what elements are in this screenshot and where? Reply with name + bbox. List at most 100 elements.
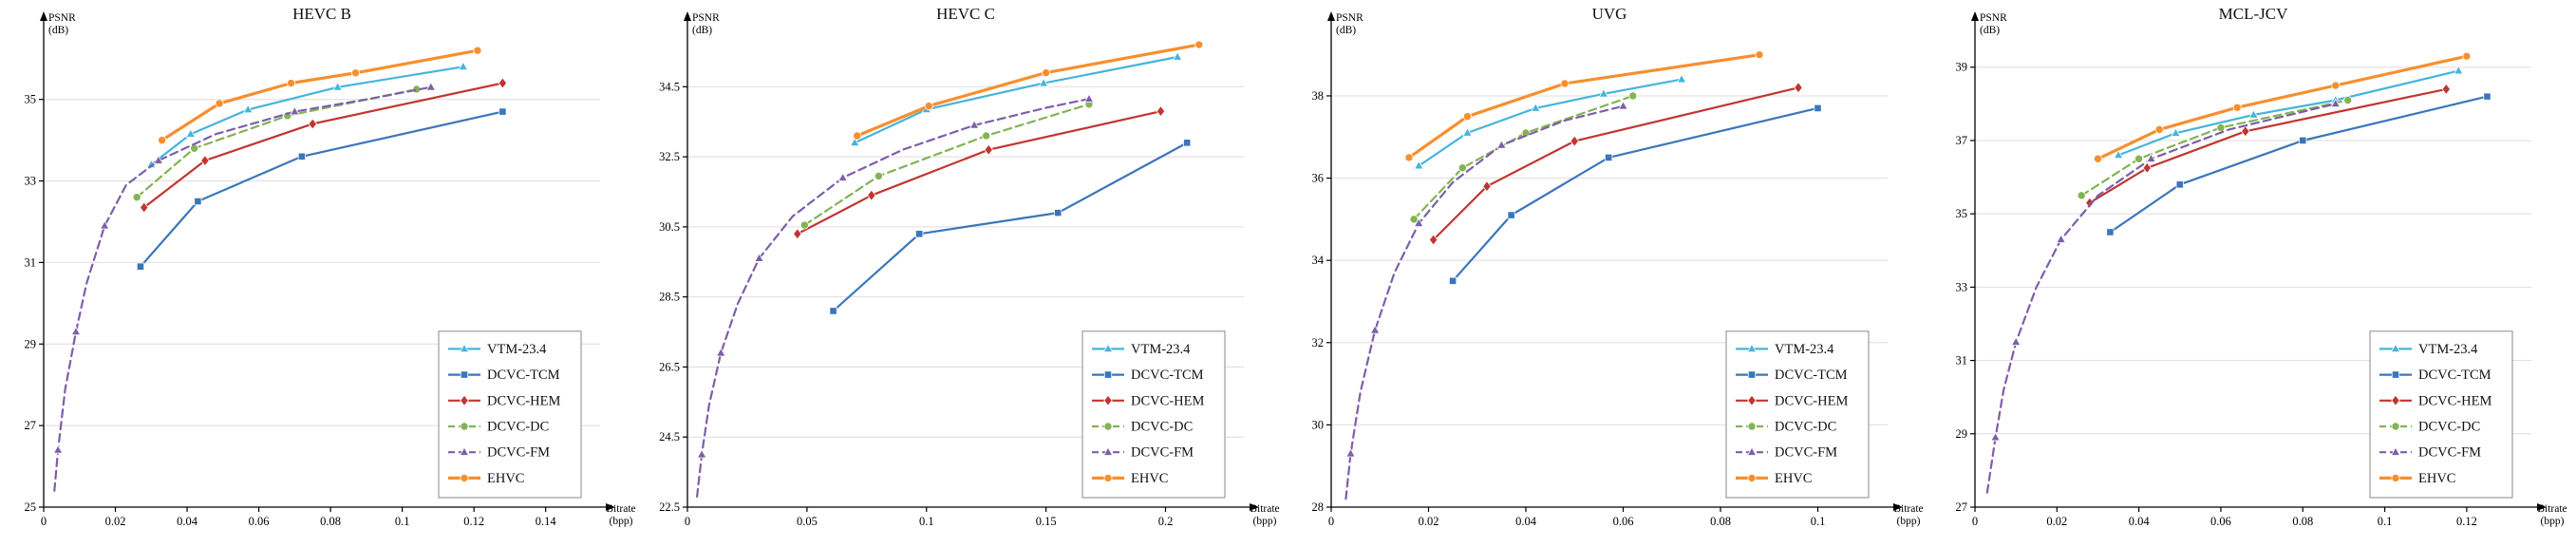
series-DCVC-FM: [1985, 98, 2341, 494]
svg-text:28.5: 28.5: [659, 291, 680, 304]
svg-text:29: 29: [25, 337, 37, 350]
svg-text:26.5: 26.5: [659, 360, 680, 373]
svg-text:EHVC: EHVC: [2418, 471, 2455, 486]
series-DCVC-TCM: [136, 107, 507, 271]
series-EHVC: [2093, 51, 2472, 163]
series-EHVC: [853, 40, 1204, 141]
axis-labels: PSNR(dB) Bitrate(bpp): [1980, 12, 2567, 527]
svg-text:0.12: 0.12: [2456, 515, 2477, 528]
svg-text:0.12: 0.12: [463, 515, 484, 528]
svg-text:0.08: 0.08: [2292, 515, 2313, 528]
chart-panel-mcl-jcv: MCL-JCV 0 0.02 0.04 0.06 0.08 0.1 0.12 27 29 31 33…: [1931, 0, 2575, 547]
svg-text:VTM-23.4: VTM-23.4: [487, 342, 547, 357]
chart-canvas-hevc-c: 0 0.05 0.1 0.15 0.2 22.5 24.5 26.5 28.5 30.5 32.5 3…: [659, 11, 1280, 528]
svg-text:0.1: 0.1: [919, 515, 934, 528]
series-DCVC-TCM: [829, 139, 1192, 315]
legend: VTM-23.4 DCVC-TCM DCVC-HEM DCVC-DC DCVC-FM EH…: [1081, 330, 1226, 499]
svg-text:0.06: 0.06: [2210, 515, 2231, 528]
svg-text:DCVC-TCM: DCVC-TCM: [487, 368, 560, 383]
svg-text:0: 0: [685, 515, 690, 528]
svg-text:DCVC-TCM: DCVC-TCM: [2418, 368, 2491, 383]
svg-text:31: 31: [1956, 354, 1968, 368]
svg-text:DCVC-DC: DCVC-DC: [487, 420, 549, 435]
svg-text:30: 30: [1312, 418, 1325, 431]
svg-text:0.14: 0.14: [536, 515, 557, 528]
series-EHVC: [158, 46, 482, 145]
svg-text:22.5: 22.5: [659, 500, 680, 514]
svg-text:PSNR: PSNR: [48, 12, 76, 24]
chart-title-uvg: UVG: [1591, 5, 1627, 23]
svg-text:EHVC: EHVC: [487, 471, 524, 486]
svg-text:25: 25: [25, 500, 37, 514]
svg-text:0.04: 0.04: [177, 515, 198, 528]
svg-text:0.04: 0.04: [1515, 515, 1537, 528]
svg-text:0.06: 0.06: [1613, 515, 1634, 528]
tick-labels: 0 0.02 0.04 0.06 0.08 0.1 0.12 0.14 25 27 29 31 33 35: [25, 93, 557, 528]
tick-labels: 0 0.02 0.04 0.06 0.08 0.1 28 30 32 34 36 38: [1312, 89, 1826, 528]
svg-text:31: 31: [25, 255, 37, 269]
svg-text:37: 37: [1956, 134, 1968, 147]
svg-text:28: 28: [1312, 500, 1325, 514]
svg-text:DCVC-HEM: DCVC-HEM: [1775, 393, 1848, 408]
svg-text:DCVC-HEM: DCVC-HEM: [487, 393, 560, 408]
svg-text:0: 0: [1972, 515, 1978, 528]
svg-text:DCVC-HEM: DCVC-HEM: [2418, 393, 2491, 408]
series-DCVC-HEM: [2085, 83, 2452, 209]
svg-text:DCVC-TCM: DCVC-TCM: [1131, 368, 1204, 383]
tick-labels: 0 0.02 0.04 0.06 0.08 0.1 0.12 27 29 31 33 35 37 39: [1956, 61, 2477, 528]
svg-text:DCVC-FM: DCVC-FM: [1131, 445, 1194, 461]
svg-text:VTM-23.4: VTM-23.4: [2418, 342, 2478, 357]
svg-text:32: 32: [1312, 336, 1325, 349]
svg-text:(bpp): (bpp): [2541, 516, 2565, 527]
svg-text:39: 39: [1956, 61, 1968, 74]
svg-text:35: 35: [1956, 207, 1968, 220]
svg-text:PSNR: PSNR: [1980, 12, 2007, 24]
svg-text:(dB): (dB): [692, 25, 712, 36]
svg-text:(dB): (dB): [1336, 25, 1356, 36]
svg-text:0.2: 0.2: [1158, 515, 1174, 528]
svg-text:EHVC: EHVC: [1775, 471, 1812, 486]
svg-text:33: 33: [25, 175, 37, 188]
series-DCVC-DC: [799, 100, 1094, 230]
svg-text:(bpp): (bpp): [1253, 516, 1277, 527]
svg-text:DCVC-FM: DCVC-FM: [1775, 445, 1837, 461]
svg-text:0.05: 0.05: [797, 515, 818, 528]
svg-text:27: 27: [25, 419, 37, 432]
series-DCVC-TCM: [2106, 92, 2491, 236]
axes: [1330, 19, 1895, 508]
series-VTM-23.4: [1413, 73, 1687, 170]
series-DCVC-TCM: [1449, 104, 1822, 285]
svg-text:0.1: 0.1: [395, 515, 410, 528]
svg-text:29: 29: [1956, 427, 1968, 441]
svg-text:34.5: 34.5: [659, 80, 680, 93]
svg-text:0.08: 0.08: [320, 515, 341, 528]
axis-labels: PSNR(dB) Bitrate(bpp): [48, 12, 636, 527]
svg-text:(bpp): (bpp): [610, 516, 633, 527]
svg-text:(dB): (dB): [1980, 25, 2000, 36]
svg-text:DCVC-DC: DCVC-DC: [2418, 420, 2480, 435]
series-DCVC-HEM: [139, 77, 508, 214]
series-VTM-23.4: [146, 61, 469, 169]
svg-text:Bitrate: Bitrate: [1893, 503, 1923, 515]
svg-text:(dB): (dB): [48, 25, 68, 36]
svg-text:0.1: 0.1: [1811, 515, 1826, 528]
svg-text:0: 0: [41, 515, 47, 528]
chart-panel-uvg: UVG 0 0.02 0.04 0.06 0.08 0.1 28 30 32 34 36 38 PSNR…: [1288, 0, 1931, 547]
svg-text:VTM-23.4: VTM-23.4: [1775, 342, 1834, 357]
chart-canvas-uvg: 0 0.02 0.04 0.06 0.08 0.1 28 30 32 34 36 38 PSNR(dB)…: [1312, 11, 1924, 528]
series-DCVC-DC: [1409, 91, 1638, 224]
series-DCVC-FM: [696, 93, 1095, 498]
series-EHVC: [1404, 50, 1764, 162]
svg-text:0.08: 0.08: [1710, 515, 1731, 528]
legend: VTM-23.4 DCVC-TCM DCVC-HEM DCVC-DC DCVC-FM EH…: [1725, 330, 1870, 499]
svg-text:DCVC-DC: DCVC-DC: [1131, 420, 1193, 435]
svg-text:32.5: 32.5: [659, 150, 680, 163]
svg-text:DCVC-HEM: DCVC-HEM: [1131, 393, 1204, 408]
series-DCVC-FM: [52, 81, 437, 492]
svg-text:Bitrate: Bitrate: [1250, 503, 1279, 515]
svg-text:0.02: 0.02: [105, 515, 126, 528]
chart-title-hevc-b: HEVC B: [292, 5, 351, 23]
axis-labels: PSNR(dB) Bitrate(bpp): [692, 12, 1280, 527]
legend: VTM-23.4 DCVC-TCM DCVC-HEM DCVC-DC DCVC-FM EH…: [2369, 330, 2513, 499]
